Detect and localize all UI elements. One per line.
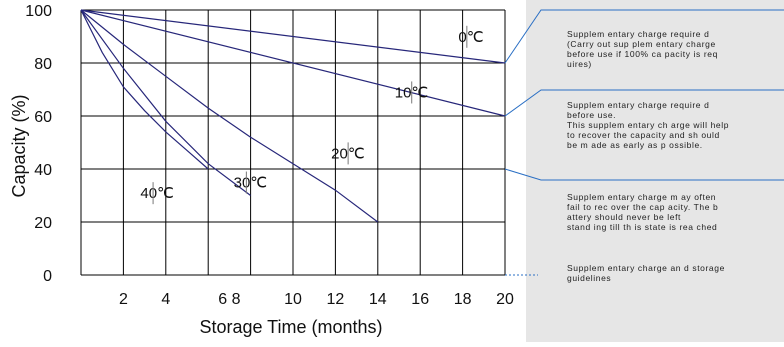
x-axis-title: Storage Time (months) xyxy=(199,317,382,337)
curve-labels: 0℃10℃20℃30℃40℃ xyxy=(140,25,484,205)
zone-notes: Supplem entary charge require d(Carry ou… xyxy=(567,29,729,283)
zone-note-0-line-0: Supplem entary charge require d xyxy=(567,29,709,39)
curves xyxy=(80,9,506,223)
x-tick-label-18: 18 xyxy=(454,291,472,308)
curve-line-2 xyxy=(80,9,379,223)
zone-note-0-line-1: (Carry out sup plem entary charge xyxy=(567,39,716,49)
zone-connector-60 xyxy=(504,89,784,117)
x-tick-label-14: 14 xyxy=(369,291,387,308)
note-panel xyxy=(526,0,784,342)
zone-note-2-line-2: attery should never be left xyxy=(567,212,681,222)
zone-note-1-line-3: to recover the capacity and sh ould xyxy=(567,130,720,140)
y-tick-label-0: 0 xyxy=(43,268,52,285)
curve-label-0: 0℃ xyxy=(458,29,483,46)
y-tick-label-100: 100 xyxy=(25,3,52,20)
x-tick-label-16: 16 xyxy=(411,291,429,308)
zone-note-1-line-4: be m ade as early as p ossible. xyxy=(567,140,703,150)
y-tick-label-60: 60 xyxy=(34,109,52,126)
y-tick-label-80: 80 xyxy=(34,56,52,73)
zone-connector-40 xyxy=(504,168,784,181)
zone-note-0-line-2: before use if 100% ca pacity is req xyxy=(567,49,718,59)
y-tick-label-20: 20 xyxy=(34,215,52,232)
zone-note-0-line-3: uires) xyxy=(567,59,592,69)
x-tick-label-4: 4 xyxy=(161,291,170,308)
zone-note-3-line-0: Supplem entary charge an d storage xyxy=(567,263,725,273)
zone-connectors xyxy=(504,9,784,276)
zone-note-2-line-0: Supplem entary charge m ay often xyxy=(567,192,716,202)
x-tick-label-12: 12 xyxy=(327,291,345,308)
zone-connector-80 xyxy=(504,9,784,64)
curve-line-1 xyxy=(80,9,506,117)
curve-line-3 xyxy=(80,9,251,196)
x-tick-label-2: 2 xyxy=(119,291,128,308)
x-tick-label-20: 20 xyxy=(496,291,514,308)
curve-label-4: 40℃ xyxy=(140,185,174,202)
x-tick-label-10: 10 xyxy=(284,291,302,308)
zone-note-1-line-1: before use. xyxy=(567,110,616,120)
zone-note-3-line-1: guidelines xyxy=(567,273,611,283)
curve-line-0 xyxy=(80,9,506,64)
y-tick-label-40: 40 xyxy=(34,162,52,179)
curve-label-3: 30℃ xyxy=(234,175,268,192)
zone-note-1-line-0: Supplem entary charge require d xyxy=(567,100,709,110)
axis-ticks: 0 20 40 60 80 100 2 4 6 8 10 12 14 16 18 20 xyxy=(25,3,514,308)
y-axis-title: Capacity (%) xyxy=(9,94,29,197)
x-tick-label-6: 6 8 xyxy=(218,291,240,308)
zone-note-2-line-3: stand ing till th is state is rea ched xyxy=(567,222,717,232)
zone-note-2-line-1: fail to rec over the cap acity. The b xyxy=(567,202,718,212)
curve-line-4 xyxy=(80,9,209,170)
grid xyxy=(80,9,506,276)
zone-note-1-line-2: This supplem entary ch arge will help xyxy=(567,120,729,130)
